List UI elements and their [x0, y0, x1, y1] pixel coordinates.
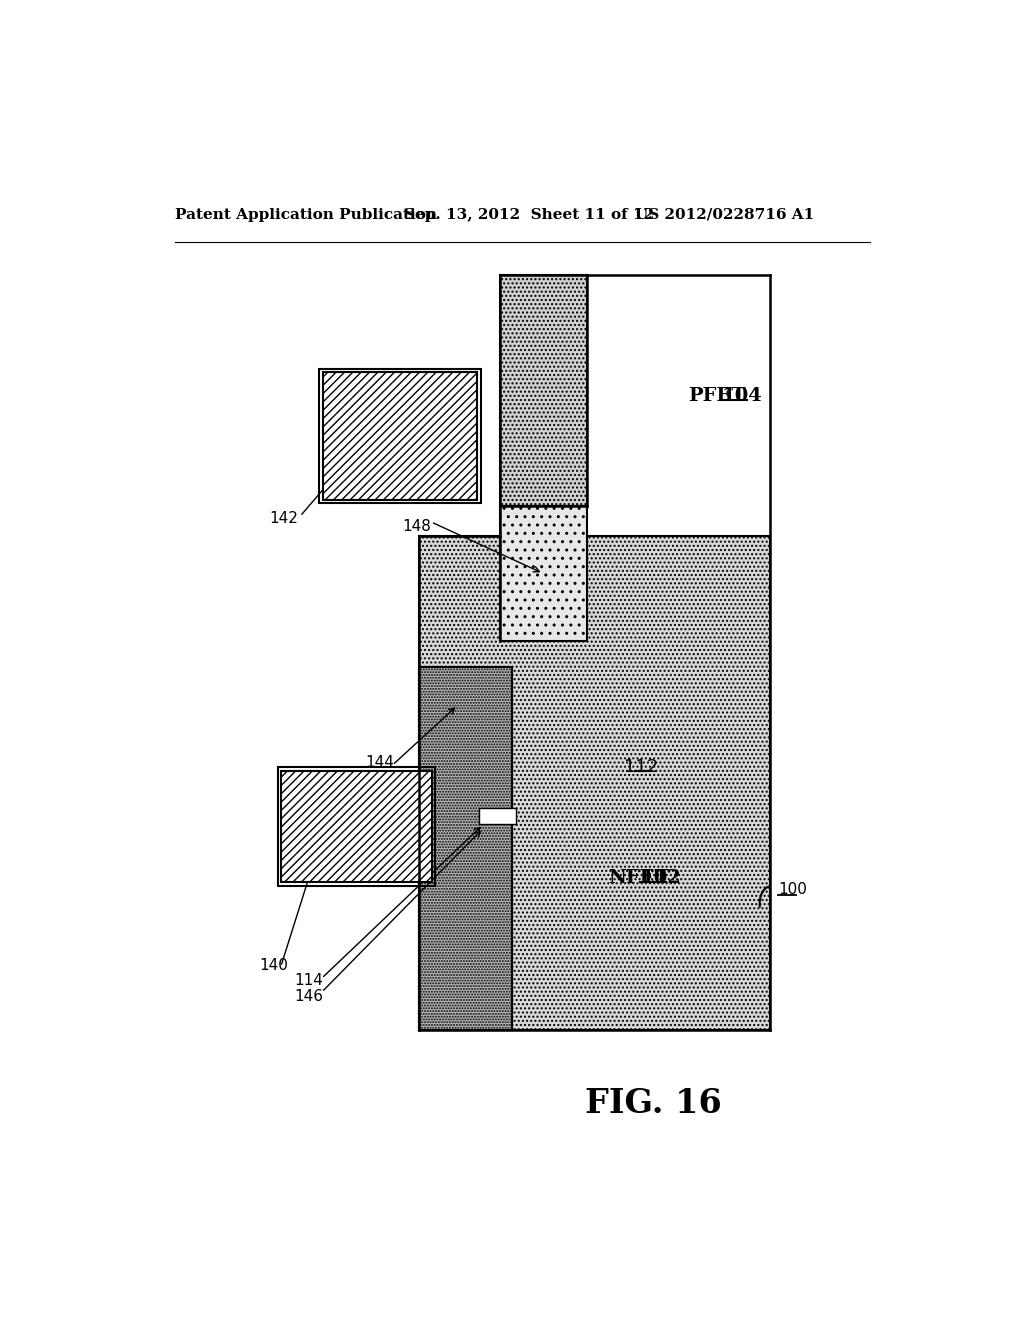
Bar: [282, 771, 432, 882]
Text: US 2012/0228716 A1: US 2012/0228716 A1: [635, 207, 814, 222]
Text: 104: 104: [722, 387, 763, 404]
Bar: [479, 808, 515, 825]
Text: FIG. 16: FIG. 16: [585, 1088, 722, 1121]
Text: 114: 114: [295, 973, 324, 989]
Text: Sep. 13, 2012  Sheet 11 of 12: Sep. 13, 2012 Sheet 11 of 12: [403, 207, 654, 222]
Text: 140: 140: [259, 958, 288, 973]
Bar: [323, 372, 477, 499]
Bar: [419, 536, 770, 1030]
Text: 112: 112: [624, 759, 658, 776]
Bar: [500, 276, 587, 507]
Bar: [319, 368, 481, 503]
Text: NFET: NFET: [608, 870, 669, 887]
Text: 102: 102: [640, 870, 681, 887]
Text: Patent Application Publication: Patent Application Publication: [175, 207, 437, 222]
Bar: [278, 767, 435, 886]
Text: 148: 148: [402, 519, 431, 535]
Text: 144: 144: [366, 755, 394, 771]
Bar: [500, 507, 587, 642]
Text: PFET: PFET: [688, 387, 745, 404]
Text: 146: 146: [295, 989, 324, 1003]
Bar: [419, 667, 512, 1030]
Text: 100: 100: [778, 882, 807, 898]
Text: 142: 142: [269, 511, 298, 527]
